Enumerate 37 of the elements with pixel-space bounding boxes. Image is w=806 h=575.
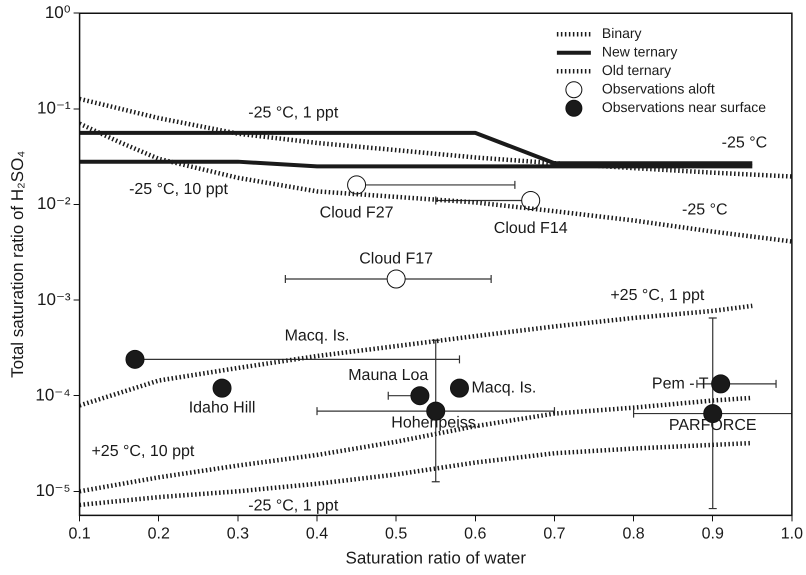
annotation: Idaho Hill <box>188 400 256 417</box>
annotation: +25 °C, 1 ppt <box>610 286 705 304</box>
legend-label: Observations aloft <box>602 80 715 97</box>
legend-label: Observations near surface <box>602 99 766 116</box>
x-tick-label: 0.8 <box>622 525 645 542</box>
annotation: Macq. Is. <box>471 380 536 397</box>
x-tick-label: 0.2 <box>148 525 170 542</box>
y-axis-title: Total saturation ratio of H₂SO₄ <box>8 150 27 378</box>
x-tick-label: 0.5 <box>385 525 408 542</box>
annotation: -25 °C, 1 ppt <box>248 104 339 122</box>
annotation: Cloud F14 <box>494 220 568 237</box>
x-axis-title: Saturation ratio of water <box>345 548 526 568</box>
x-tick-label: 0.4 <box>306 525 328 542</box>
x-tick-label: 0.1 <box>68 525 91 542</box>
y-tick-label: 10⁻⁴ <box>35 385 71 404</box>
annotation: Macq. Is. <box>284 327 350 344</box>
x-tick-label: 0.6 <box>464 525 487 542</box>
y-tick-label: 10⁰ <box>44 2 71 22</box>
annotation: -25 °C, 10 ppt <box>129 181 229 198</box>
y-tick-label: 10⁻¹ <box>37 98 71 118</box>
annotation: +25 °C, 10 ppt <box>91 443 195 460</box>
annotation: Cloud F17 <box>359 250 434 268</box>
y-tick-label: 10⁻³ <box>37 290 71 309</box>
annotation: Mauna Loa <box>348 367 428 384</box>
annotation: -25 °C <box>722 134 768 152</box>
annotation: -25 °C, 1 ppt <box>248 497 339 514</box>
x-tick-label: 0.7 <box>543 525 566 542</box>
legend-label: New ternary <box>602 44 678 60</box>
y-tick-label: 10⁻⁵ <box>36 481 71 500</box>
y-tick-label: 10⁻² <box>37 194 71 214</box>
x-tick-label: 1.0 <box>780 525 804 542</box>
legend-label: Old ternary <box>602 62 672 78</box>
x-tick-label: 0.9 <box>702 525 724 542</box>
legend-label: Binary <box>602 25 642 42</box>
x-tick-label: 0.3 <box>226 525 250 542</box>
annotation: Cloud F27 <box>320 204 394 222</box>
annotation: -25 °C <box>682 201 728 218</box>
